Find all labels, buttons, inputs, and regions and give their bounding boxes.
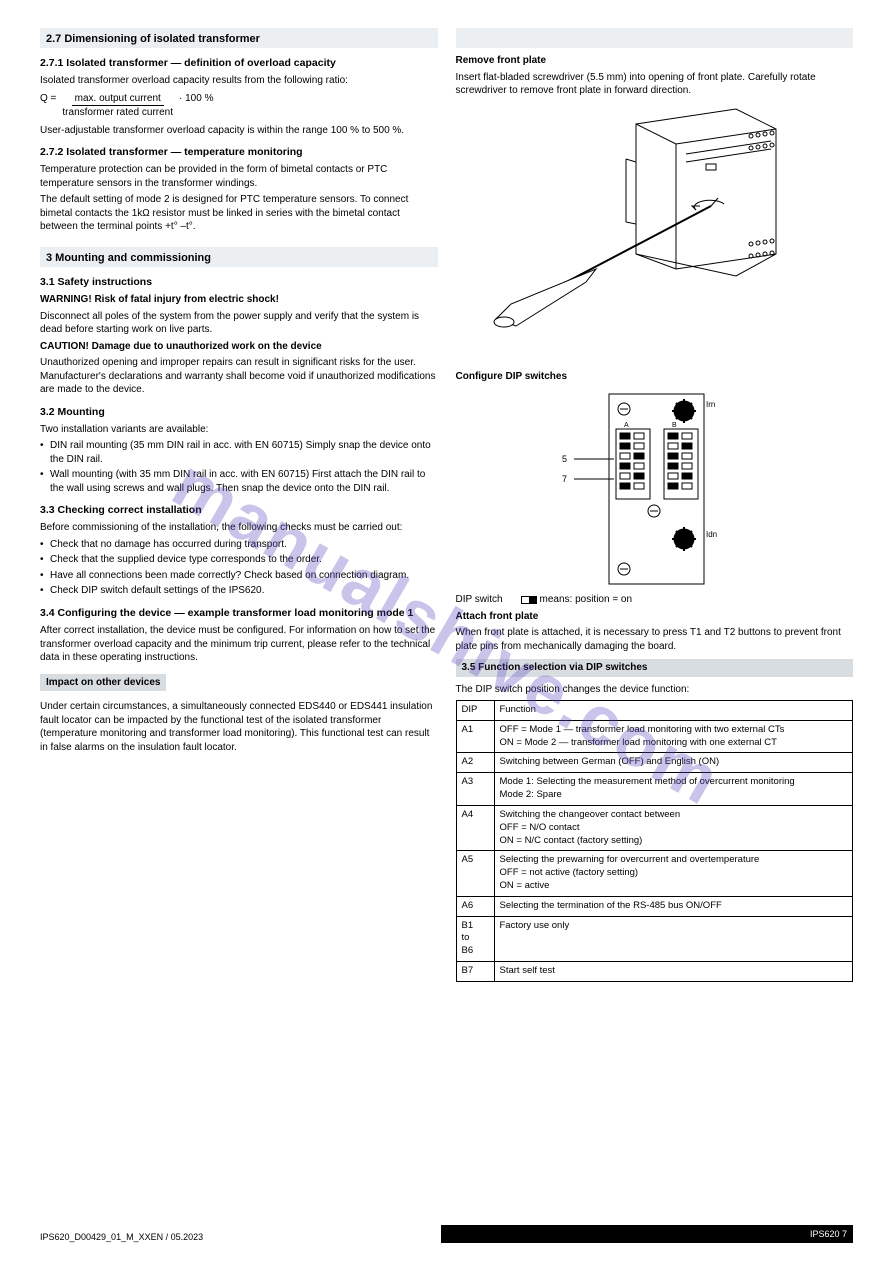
table-row: A1OFF = Mode 1 — transformer load monito… bbox=[456, 720, 853, 753]
p-34-2: Under certain circumstances, a simultane… bbox=[40, 700, 438, 754]
remove-p: Insert flat-bladed screwdriver (5.5 mm) … bbox=[456, 71, 854, 98]
warn-31-title: WARNING! Risk of fatal injury from elect… bbox=[40, 293, 438, 307]
right-column: Remove front plate Insert flat-bladed sc… bbox=[456, 28, 854, 982]
heading-31: 3.1 Safety instructions bbox=[40, 275, 438, 289]
left-column: 2.7 Dimensioning of isolated transformer… bbox=[40, 28, 438, 982]
heading-271: 2.7.1 Isolated transformer — definition … bbox=[40, 56, 438, 70]
table-row: A2Switching between German (OFF) and Eng… bbox=[456, 753, 853, 773]
footer-right: IPS620 7 bbox=[441, 1225, 854, 1243]
table-row: A6Selecting the termination of the RS-48… bbox=[456, 896, 853, 916]
heading-32: 3.2 Mounting bbox=[40, 405, 438, 419]
footer-left: IPS620_D00429_01_M_XXEN / 05.2023 bbox=[40, 1231, 441, 1243]
section-bar-right-top bbox=[456, 28, 854, 48]
dip-note: DIP switch means: position = on bbox=[456, 593, 854, 607]
p-272-2: The default setting of mode 2 is designe… bbox=[40, 193, 438, 234]
warn-31-body: Disconnect all poles of the system from … bbox=[40, 310, 438, 337]
figure-dip-module: 5 7 Irn A B Idn bbox=[456, 389, 854, 589]
impact-badge: Impact on other devices bbox=[40, 674, 166, 692]
frac-num: max. output current bbox=[72, 92, 164, 107]
p-32-intro: Two installation variants are available: bbox=[40, 423, 438, 437]
svg-text:Irn: Irn bbox=[706, 400, 715, 409]
table-row: B7Start self test bbox=[456, 962, 853, 982]
bullet-33-4: •Check DIP switch default settings of th… bbox=[40, 584, 438, 598]
remove-title: Remove front plate bbox=[456, 54, 854, 68]
bullet-33-1: •Check that no damage has occurred durin… bbox=[40, 538, 438, 552]
p-34-1: After correct installation, the device m… bbox=[40, 624, 438, 665]
page-footer: IPS620_D00429_01_M_XXEN / 05.2023 IPS620… bbox=[40, 1215, 853, 1243]
heading-34: 3.4 Configuring the device — example tra… bbox=[40, 606, 438, 620]
overload-formula: Q = max. output current transformer rate… bbox=[40, 92, 438, 120]
funcsel-intro: The DIP switch position changes the devi… bbox=[456, 683, 854, 697]
table-row: A5Selecting the prewarning for overcurre… bbox=[456, 851, 853, 896]
bullet-32-1: •DIN rail mounting (35 mm DIN rail in ac… bbox=[40, 439, 438, 466]
table-row: B1 to B6Factory use only bbox=[456, 916, 853, 961]
svg-text:7: 7 bbox=[562, 474, 567, 484]
frac-denom: transformer rated current bbox=[62, 106, 173, 120]
bullet-33-3: •Have all connections been made correctl… bbox=[40, 569, 438, 583]
dip-inline-icon bbox=[521, 596, 537, 604]
p-272-1: Temperature protection can be provided i… bbox=[40, 163, 438, 190]
svg-text:B: B bbox=[672, 422, 677, 429]
section-bar-3: 3 Mounting and commissioning bbox=[40, 247, 438, 267]
attach-p: When front plate is attached, it is nece… bbox=[456, 626, 854, 653]
cau-31-title: CAUTION! Damage due to unauthorized work… bbox=[40, 340, 438, 354]
dip-title: Configure DIP switches bbox=[456, 370, 854, 384]
table-row: A3Mode 1: Selecting the measurement meth… bbox=[456, 773, 853, 806]
svg-text:Idn: Idn bbox=[706, 530, 717, 539]
svg-text:5: 5 bbox=[562, 454, 567, 464]
table-row: A4Switching the changeover contact betwe… bbox=[456, 805, 853, 850]
svg-text:A: A bbox=[624, 422, 629, 429]
th-dip: DIP bbox=[456, 701, 494, 721]
heading-33: 3.3 Checking correct installation bbox=[40, 503, 438, 517]
th-func: Function bbox=[494, 701, 853, 721]
attach-title: Attach front plate bbox=[456, 610, 854, 624]
p-271-2: User-adjustable transformer overload cap… bbox=[40, 124, 438, 138]
bullet-32-2: •Wall mounting (with 35 mm DIN rail in a… bbox=[40, 468, 438, 495]
sub-bar-35: 3.5 Function selection via DIP switches bbox=[456, 659, 854, 677]
p-33-intro: Before commissioning of the installation… bbox=[40, 521, 438, 535]
figure-remove-frontplate bbox=[456, 104, 854, 364]
p-271-1: Isolated transformer overload capacity r… bbox=[40, 74, 438, 88]
cau-31-body: Unauthorized opening and improper repair… bbox=[40, 356, 438, 397]
heading-272: 2.7.2 Isolated transformer — temperature… bbox=[40, 145, 438, 159]
dip-function-table: DIP Function A1OFF = Mode 1 — transforme… bbox=[456, 700, 854, 982]
section-bar-27: 2.7 Dimensioning of isolated transformer bbox=[40, 28, 438, 48]
bullet-33-2: •Check that the supplied device type cor… bbox=[40, 553, 438, 567]
